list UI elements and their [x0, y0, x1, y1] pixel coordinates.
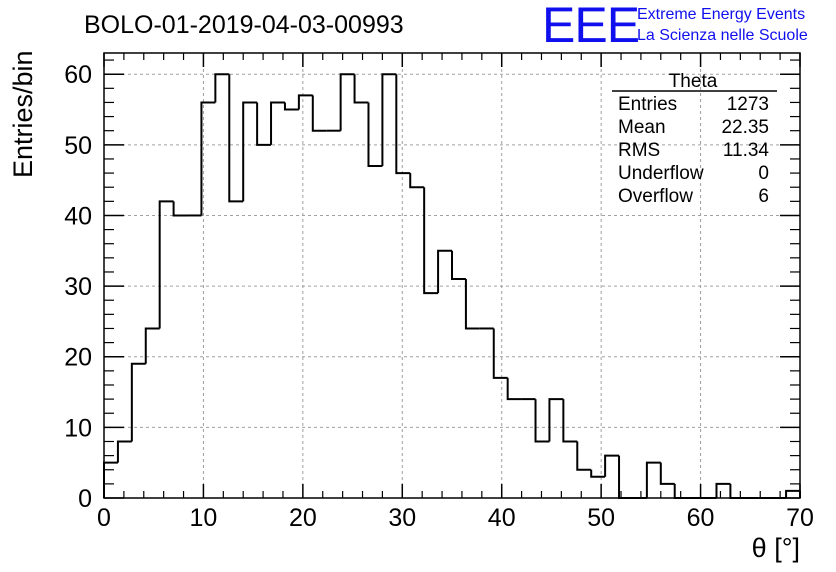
- histogram-bin: [339, 73, 355, 131]
- histogram-bin: [297, 94, 313, 110]
- brand-line-2: La Scienza nelle Scuole: [637, 27, 808, 44]
- histogram-bin: [200, 101, 216, 216]
- histogram-bin: [242, 101, 258, 202]
- stats-row-label: Overflow: [618, 186, 693, 207]
- histogram-bin: [659, 462, 675, 485]
- stats-box-title: Theta: [669, 71, 718, 92]
- histogram-bin: [785, 489, 800, 498]
- eee-logo: EEE: [542, 0, 639, 53]
- x-axis-label: θ [°]: [752, 533, 800, 563]
- histogram-bin: [464, 279, 480, 330]
- histogram-bin: [353, 74, 369, 104]
- y-tick-label: 30: [64, 273, 92, 301]
- x-tick-label: 30: [388, 504, 416, 532]
- stats-row-value: 0: [758, 163, 769, 184]
- y-tick-label: 0: [78, 485, 92, 513]
- histogram-bin: [130, 362, 146, 442]
- stats-box-rows: Entries 1273 Mean 22.35 RMS 11.34 Underflow 0 Ov…: [618, 94, 769, 207]
- histogram-bin: [311, 95, 327, 132]
- histogram-bin: [673, 483, 689, 499]
- brand-line-1: Extreme Energy Events: [637, 6, 805, 23]
- y-tick-label: 60: [64, 61, 92, 89]
- x-tick-label: 10: [190, 504, 218, 532]
- stats-row-label: RMS: [618, 140, 660, 161]
- histogram-bin: [395, 74, 411, 175]
- x-tick-label: 70: [786, 504, 814, 532]
- stats-row-label: Underflow: [618, 163, 704, 184]
- histogram-bin: [144, 327, 160, 364]
- histogram-bin: [534, 399, 550, 443]
- histogram-bin: [367, 102, 383, 168]
- y-tick-label: 50: [64, 132, 92, 160]
- y-tick-label: 10: [64, 414, 92, 442]
- histogram-bin: [604, 454, 620, 477]
- x-tick-label: 60: [687, 504, 715, 532]
- histogram-bin: [214, 73, 230, 103]
- histogram-bin: [562, 399, 578, 443]
- x-tick-label: 0: [97, 504, 111, 532]
- histogram-bin: [729, 483, 745, 499]
- chart-title: BOLO-01-2019-04-03-00993: [84, 11, 404, 39]
- histogram-bin: [423, 187, 439, 295]
- stats-row-value: 11.34: [723, 140, 770, 161]
- histogram-series: [103, 73, 801, 499]
- grid-lines: [104, 53, 800, 498]
- stats-box: Theta Entries 1273 Mean 22.35 RMS 11.34 Underf…: [612, 71, 777, 207]
- y-tick-label: 20: [64, 344, 92, 372]
- histogram-bin: [437, 249, 452, 294]
- histogram-bin: [256, 102, 272, 146]
- x-tick-label: 40: [488, 504, 516, 532]
- stats-row-label: Mean: [618, 117, 666, 138]
- histogram-bin: [548, 398, 564, 442]
- histogram-bin: [158, 200, 174, 329]
- histogram-bin: [506, 377, 522, 401]
- histogram-bin: [381, 73, 397, 167]
- histogram-bin: [103, 461, 118, 498]
- histogram-bin: [228, 74, 244, 203]
- histogram-bin: [451, 250, 466, 281]
- stats-row-value: 6: [758, 186, 769, 207]
- x-tick-label: 20: [289, 504, 317, 532]
- histogram-bin: [715, 482, 731, 498]
- histogram-bin: [409, 173, 425, 189]
- histogram-bin: [116, 440, 132, 463]
- stats-row-value: 1273: [727, 94, 769, 115]
- stats-row-label: Entries: [618, 94, 677, 115]
- x-tick-label: 50: [587, 504, 615, 532]
- histogram-bin: [590, 469, 606, 478]
- histogram-bin: [283, 102, 299, 111]
- stats-row-value: 22.35: [721, 117, 769, 138]
- plot-frame: [103, 52, 801, 499]
- y-tick-label: 40: [64, 202, 92, 230]
- histogram-bin: [645, 461, 661, 498]
- histogram-bin: [270, 101, 285, 145]
- histogram-bin: [576, 441, 592, 471]
- y-axis-label: Entries/bin: [8, 50, 38, 178]
- histogram-bin: [172, 201, 188, 217]
- histogram-bin: [492, 328, 508, 379]
